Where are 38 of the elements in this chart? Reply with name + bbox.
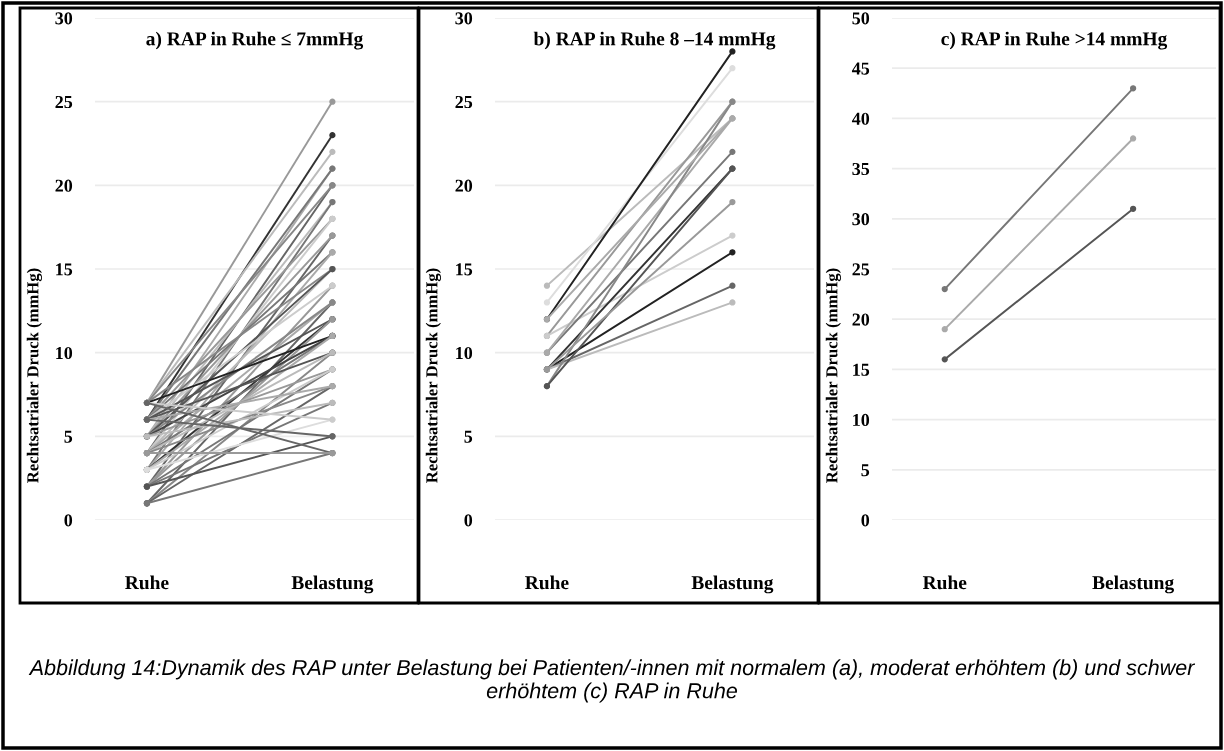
y-tick-label: 5: [464, 430, 473, 443]
x-tick-label: Belastung: [691, 575, 774, 594]
y-tick-label: 20: [55, 179, 73, 192]
y-axis-title: Rechtsatrialer Druck (mmHg): [825, 268, 841, 483]
y-tick-label: 0: [861, 514, 870, 527]
y-tick-label: 50: [852, 12, 870, 25]
y-tick-label: 45: [851, 62, 870, 75]
y-tick-label: 5: [64, 430, 73, 443]
text: c) RAP in Ruhe >14 mmHg: [941, 31, 1168, 50]
y-tick-label: 30: [852, 213, 870, 226]
y-tick-label: 5: [861, 464, 870, 477]
y-axis-title: Rechtsatrialer Druck (mmHg): [425, 268, 441, 483]
x-tick-label: Ruhe: [125, 575, 169, 590]
y-tick-label: 40: [851, 112, 870, 125]
y-tick-label: 10: [456, 346, 473, 360]
text: b) RAP in Ruhe 8 –14 mmHg: [533, 31, 776, 50]
y-tick-label: 0: [464, 514, 473, 527]
y-tick-label: 0: [64, 514, 73, 527]
y-tick-label: 20: [852, 313, 870, 326]
y-tick-label: 10: [853, 413, 870, 427]
text: a) RAP in Ruhe ≤ 7mmHg: [146, 31, 364, 50]
x-tick-label: Ruhe: [922, 575, 967, 590]
y-tick-label: 15: [853, 363, 870, 376]
y-tick-label: 30: [55, 12, 73, 25]
y-axis-title: Rechtsatrialer Druck (mmHg): [26, 268, 42, 483]
x-tick-label: Ruhe: [525, 575, 569, 590]
y-tick-label: 15: [456, 263, 473, 276]
x-tick-label: Belastung: [291, 575, 374, 594]
y-tick-label: 20: [455, 179, 473, 192]
y-tick-label: 30: [455, 12, 473, 25]
y-tick-label: 25: [852, 263, 870, 276]
x-tick-label: Belastung: [1092, 575, 1174, 594]
y-tick-label: 25: [55, 95, 73, 109]
y-tick-label: 10: [56, 346, 73, 360]
text: Abbildung 14:Dynamik des RAP unter Belastung bei Patienten/-innen mit normalem (a), moderat erhöhtem (b) und schwer erhöhtem (c) RAP in Ruhe: [28, 659, 1196, 703]
y-tick-label: 15: [56, 263, 73, 276]
y-tick-label: 25: [455, 95, 473, 109]
y-tick-label: 35: [852, 162, 870, 176]
